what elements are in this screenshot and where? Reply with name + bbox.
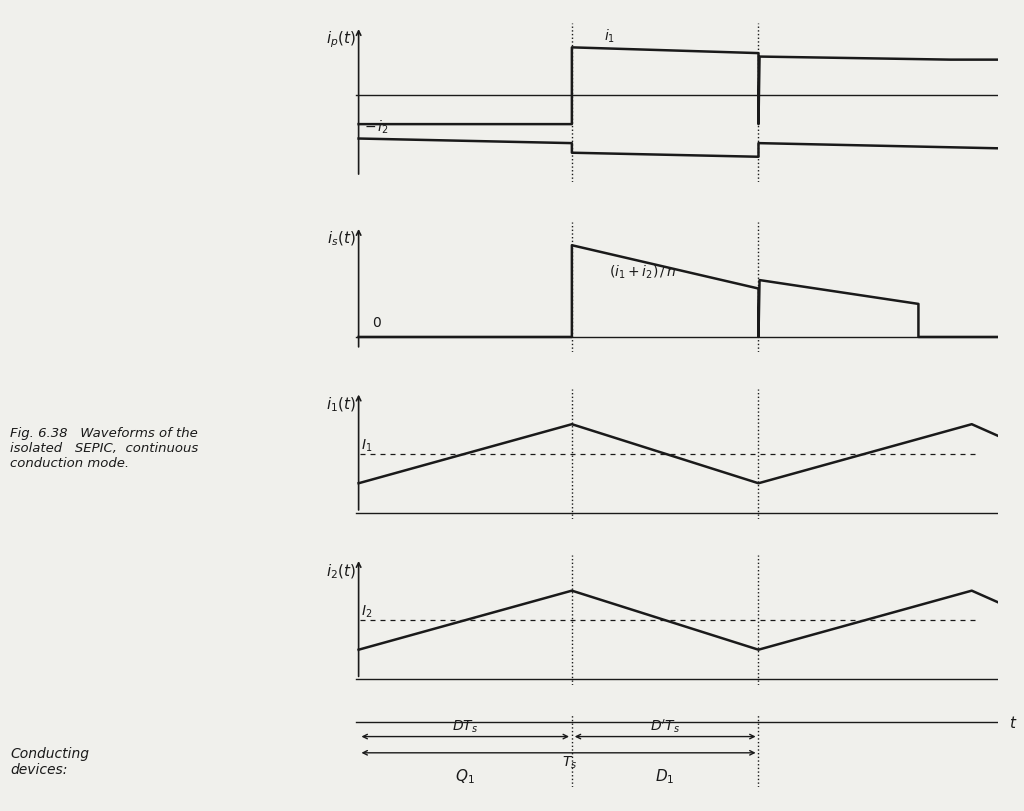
- Text: $DT_s$: $DT_s$: [453, 718, 478, 735]
- Text: Conducting
devices:: Conducting devices:: [10, 746, 89, 776]
- Text: $D_1$: $D_1$: [655, 766, 675, 785]
- Text: $-\,i_2$: $-\,i_2$: [364, 118, 389, 135]
- Text: $i_p(t)$: $i_p(t)$: [326, 29, 356, 49]
- Text: Fig. 6.38   Waveforms of the
isolated   SEPIC,  continuous
conduction mode.: Fig. 6.38 Waveforms of the isolated SEPI…: [10, 427, 199, 469]
- Text: $T_s$: $T_s$: [561, 753, 577, 770]
- Text: $(i_1 + i_2)\,/\,n$: $(i_1 + i_2)\,/\,n$: [609, 263, 677, 281]
- Text: $i_2(t)$: $i_2(t)$: [326, 561, 356, 580]
- Text: $Q_1$: $Q_1$: [456, 766, 475, 785]
- Text: $i_1(t)$: $i_1(t)$: [326, 395, 356, 414]
- Text: $i_1$: $i_1$: [604, 28, 615, 45]
- Text: $i_s(t)$: $i_s(t)$: [328, 230, 356, 248]
- Text: $0$: $0$: [372, 316, 382, 330]
- Text: $I_2$: $I_2$: [361, 603, 373, 619]
- Text: $t$: $t$: [1009, 714, 1018, 730]
- Text: $I_1$: $I_1$: [361, 436, 373, 453]
- Text: $D'T_s$: $D'T_s$: [650, 717, 680, 735]
